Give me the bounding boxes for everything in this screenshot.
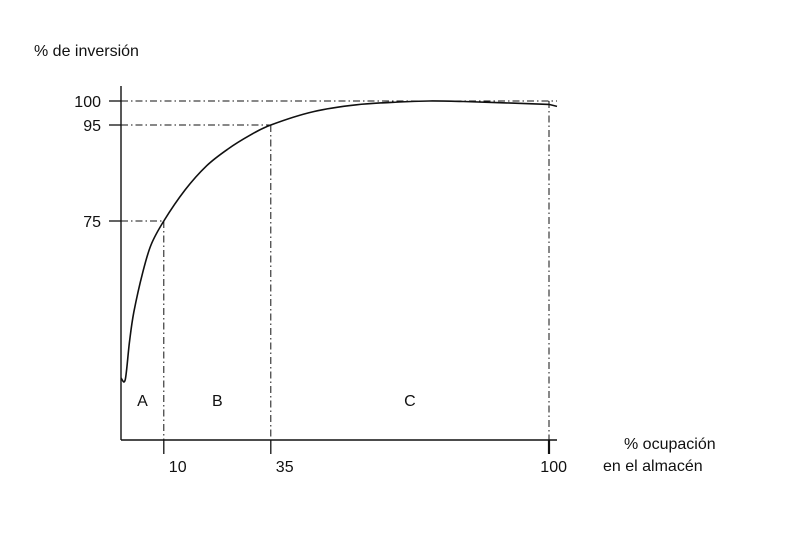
y-tick-label-95: 95 bbox=[83, 118, 101, 135]
zone-labels: A B C bbox=[137, 393, 416, 410]
tick-labels: 75 95 100 10 35 100 bbox=[74, 94, 567, 476]
zone-label-c: C bbox=[404, 393, 416, 410]
reference-lines bbox=[121, 100, 557, 440]
zone-label-b: B bbox=[212, 393, 223, 410]
zone-label-a: A bbox=[137, 393, 148, 410]
cumulative-curve bbox=[120, 100, 558, 383]
x-tick-label-10: 10 bbox=[169, 459, 187, 476]
x-axis-title-line1: % ocupación bbox=[624, 436, 716, 453]
y-tick-label-100: 100 bbox=[74, 94, 101, 111]
y-tick-label-75: 75 bbox=[83, 214, 101, 231]
axes bbox=[120, 86, 557, 441]
x-tick-label-100: 100 bbox=[540, 459, 567, 476]
x-tick-label-35: 35 bbox=[276, 459, 294, 476]
x-axis-title-line2: en el almacén bbox=[603, 458, 703, 475]
tick-marks bbox=[109, 100, 551, 454]
y-axis-title: % de inversión bbox=[34, 43, 139, 60]
